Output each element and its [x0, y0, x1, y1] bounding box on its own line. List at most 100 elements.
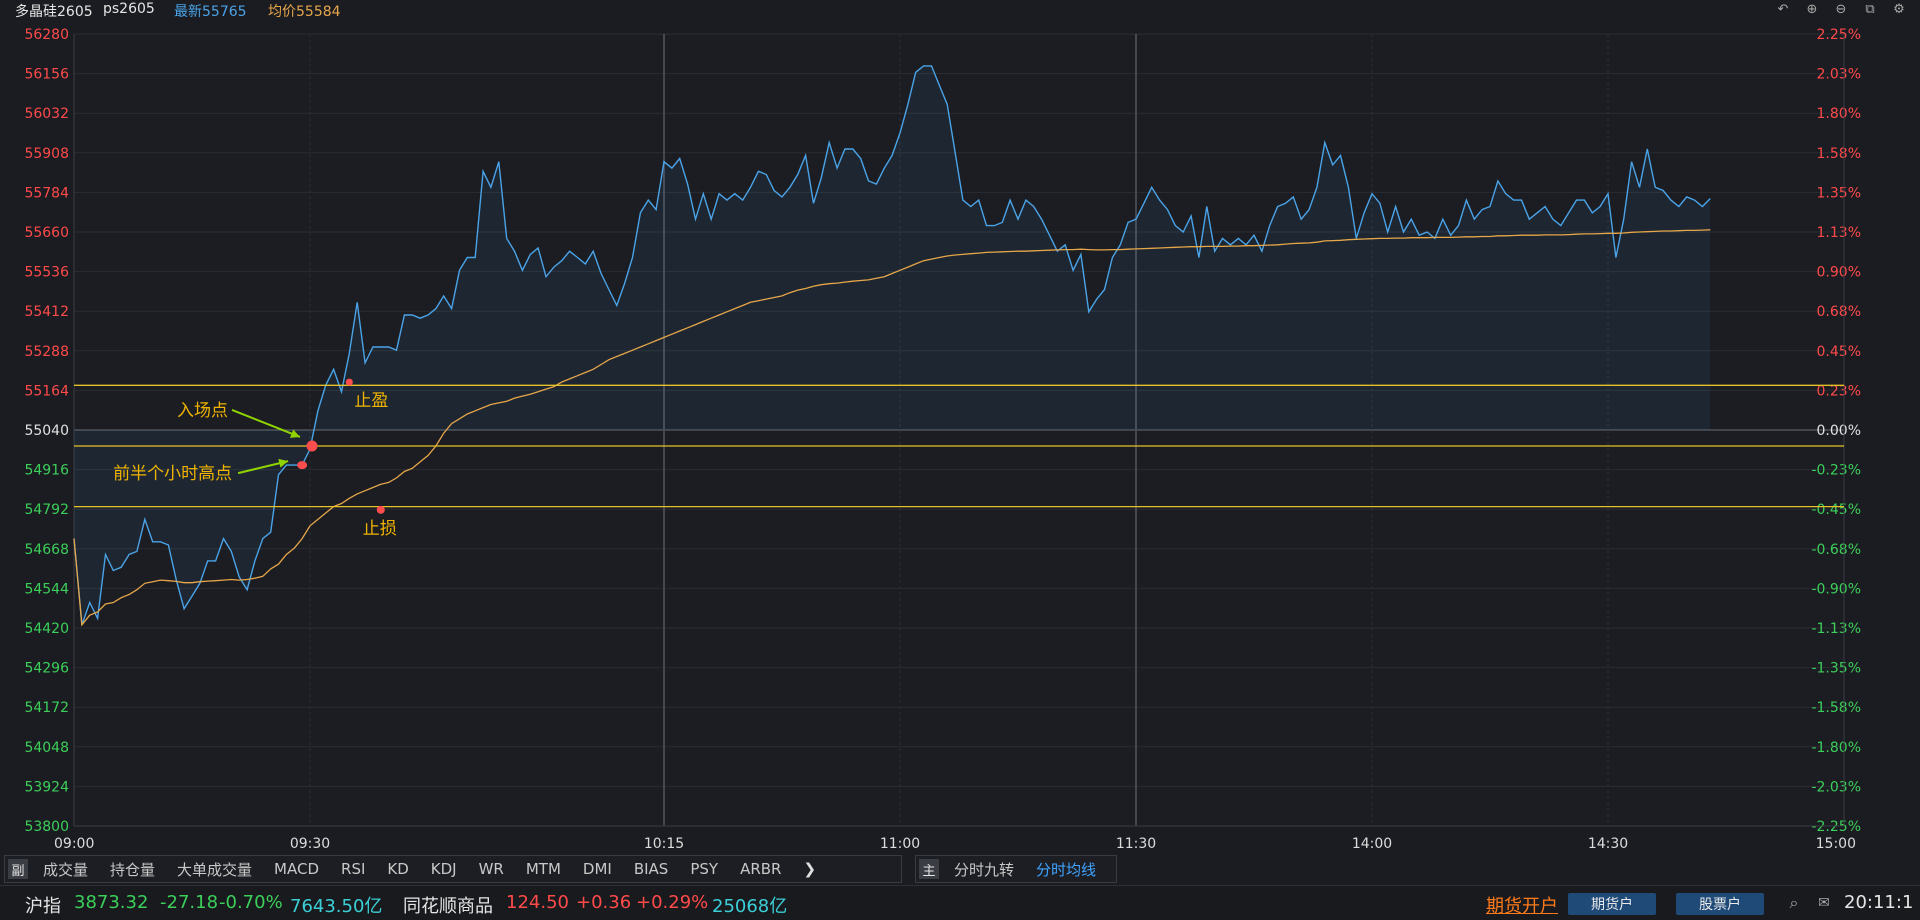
average-price-label: 均价55584	[268, 4, 341, 20]
y-tick-label-right: 2.25%	[1817, 27, 1861, 43]
tab-kd[interactable]: KD	[387, 860, 409, 878]
sub-indicator-tabs: 副 成交量 持仓量 大单成交量 MACD RSI KD KDJ WR MTM DMI BIAS PSY…	[4, 855, 902, 883]
y-tick-label-left: 54792	[24, 502, 69, 518]
take-profit-marker	[345, 378, 353, 386]
intraday-price-chart: 56280 2.25% 56156 2.03% 56032 1.80% 55908 1.58%…	[0, 18, 1920, 855]
index2-name[interactable]: 同花顺商品	[403, 896, 493, 917]
index2-amount: 25068亿	[712, 896, 788, 917]
window-icon[interactable]: ⧉	[1865, 1, 1875, 17]
tab-main-0[interactable]: 分时九转	[954, 860, 1015, 879]
tab-mtm[interactable]: MTM	[525, 860, 561, 878]
y-tick-label-left: 54544	[24, 581, 69, 597]
settings-icon[interactable]: ⚙	[1893, 1, 1905, 17]
tab-成交量[interactable]: 成交量	[43, 860, 89, 879]
y-tick-label-right: 1.13%	[1817, 225, 1861, 241]
tab-dmi[interactable]: DMI	[582, 860, 612, 878]
average-price-line	[73, 229, 1711, 627]
instrument-name: 多晶硅2605	[15, 4, 93, 20]
y-tick-label-right: -2.25%	[1811, 819, 1861, 835]
y-tick-label-right: -1.35%	[1811, 661, 1861, 677]
index1-name[interactable]: 沪指	[25, 896, 61, 917]
y-tick-label-right: 0.00%	[1817, 423, 1861, 439]
annotation-half-hour-high: 前半个小时高点	[113, 464, 232, 484]
tab-大单成交量[interactable]: 大单成交量	[177, 860, 253, 879]
index1-amount: 7643.50亿	[290, 896, 383, 917]
x-tick-label: 11:30	[1116, 836, 1156, 852]
y-tick-label-left: 55784	[24, 185, 69, 201]
y-tick-label-right: 0.23%	[1817, 383, 1861, 399]
x-tick-label: 14:00	[1352, 836, 1392, 852]
index1-change: -27.18	[160, 892, 219, 913]
y-tick-label-right: 0.68%	[1817, 304, 1861, 320]
tab-macd[interactable]: MACD	[274, 860, 320, 878]
y-tick-label-right: -0.45%	[1811, 502, 1861, 518]
y-tick-label-right: -0.90%	[1811, 581, 1861, 597]
stop-loss-marker	[376, 505, 385, 514]
index1-pct: -0.70%	[219, 892, 283, 913]
x-tick-label: 09:30	[290, 836, 330, 852]
futures-account-button[interactable]: 期货户	[1568, 893, 1656, 915]
x-tick-label: 15:00	[1816, 836, 1856, 852]
entry-marker	[306, 440, 318, 452]
y-tick-label-left: 55660	[24, 225, 69, 241]
y-tick-label-left: 54420	[24, 621, 69, 637]
main-indicator-tabs: 主 分时九转 分时均线	[915, 855, 1117, 883]
zoom-out-icon[interactable]: ⊖	[1835, 1, 1847, 17]
instrument-code: ps2605	[103, 1, 155, 17]
chevron-right-icon[interactable]: ❯	[803, 860, 817, 878]
chart-header: 多晶硅2605 ps2605 最新55765 均价55584 ↶ ⊕ ⊖ ⧉ ⚙	[0, 0, 1920, 20]
clock-time: 20:11:1	[1844, 892, 1914, 913]
y-tick-label-right: -1.58%	[1811, 700, 1861, 716]
y-tick-label-left: 53924	[24, 779, 69, 795]
y-tick-label-right: 0.45%	[1817, 344, 1861, 360]
index2-change: +0.36	[576, 892, 632, 913]
tab-main-1[interactable]: 分时均线	[1036, 860, 1097, 879]
y-tick-label-left: 56156	[24, 67, 69, 83]
tab-bias[interactable]: BIAS	[633, 860, 669, 878]
price-area-fill	[74, 65, 1711, 625]
undo-icon[interactable]: ↶	[1777, 1, 1789, 17]
stock-account-button[interactable]: 股票户	[1676, 893, 1764, 915]
half-hour-high-marker	[297, 461, 308, 470]
y-tick-label-left: 55288	[24, 344, 69, 360]
market-status-bar: 沪指 3873.32 -27.18 -0.70% 7643.50亿 同花顺商品 …	[0, 885, 1920, 920]
x-tick-label: 09:00	[54, 836, 94, 852]
x-tick-label: 11:00	[880, 836, 920, 852]
y-tick-label-right: -1.80%	[1811, 740, 1861, 756]
y-tick-label-right: -0.68%	[1811, 542, 1861, 558]
y-tick-label-right: -0.23%	[1811, 463, 1861, 479]
y-tick-label-left: 55040	[24, 423, 69, 439]
y-tick-label-right: 1.35%	[1817, 185, 1861, 201]
annotation-stop-loss: 止损	[363, 519, 397, 539]
zoom-in-icon[interactable]: ⊕	[1806, 1, 1818, 17]
tab-kdj[interactable]: KDJ	[430, 860, 457, 878]
main-chart-tag: 主	[919, 859, 939, 879]
message-icon[interactable]: ✉	[1818, 895, 1830, 911]
tab-rsi[interactable]: RSI	[341, 860, 366, 878]
y-tick-label-left: 53800	[24, 819, 69, 835]
y-tick-label-right: -2.03%	[1811, 779, 1861, 795]
open-account-link[interactable]: 期货开户	[1486, 896, 1558, 917]
search-icon[interactable]: ⌕	[1789, 893, 1799, 912]
y-tick-label-left: 54296	[24, 661, 69, 677]
tab-wr[interactable]: WR	[478, 860, 504, 878]
y-tick-label-left: 54668	[24, 542, 69, 558]
y-tick-label-left: 55908	[24, 146, 69, 162]
price-line	[73, 65, 1711, 626]
index2-value: 124.50	[506, 892, 569, 913]
y-tick-label-left: 54172	[24, 700, 69, 716]
tab-psy[interactable]: PSY	[690, 860, 719, 878]
x-tick-label: 14:30	[1588, 836, 1628, 852]
tab-持仓量[interactable]: 持仓量	[110, 860, 156, 879]
index2-pct: +0.29%	[636, 892, 709, 913]
tab-arbr[interactable]: ARBR	[740, 860, 782, 878]
annotation-take-profit: 止盈	[354, 391, 388, 411]
arrow-half-hour-high-head	[278, 458, 289, 468]
index1-value: 3873.32	[74, 892, 149, 913]
y-tick-label-left: 55164	[24, 383, 69, 399]
y-tick-label-left: 56280	[24, 27, 69, 43]
y-tick-label-right: 0.90%	[1817, 265, 1861, 281]
x-tick-label: 10:15	[644, 836, 684, 852]
y-tick-label-right: 1.80%	[1817, 106, 1861, 122]
y-tick-label-left: 56032	[24, 106, 69, 122]
